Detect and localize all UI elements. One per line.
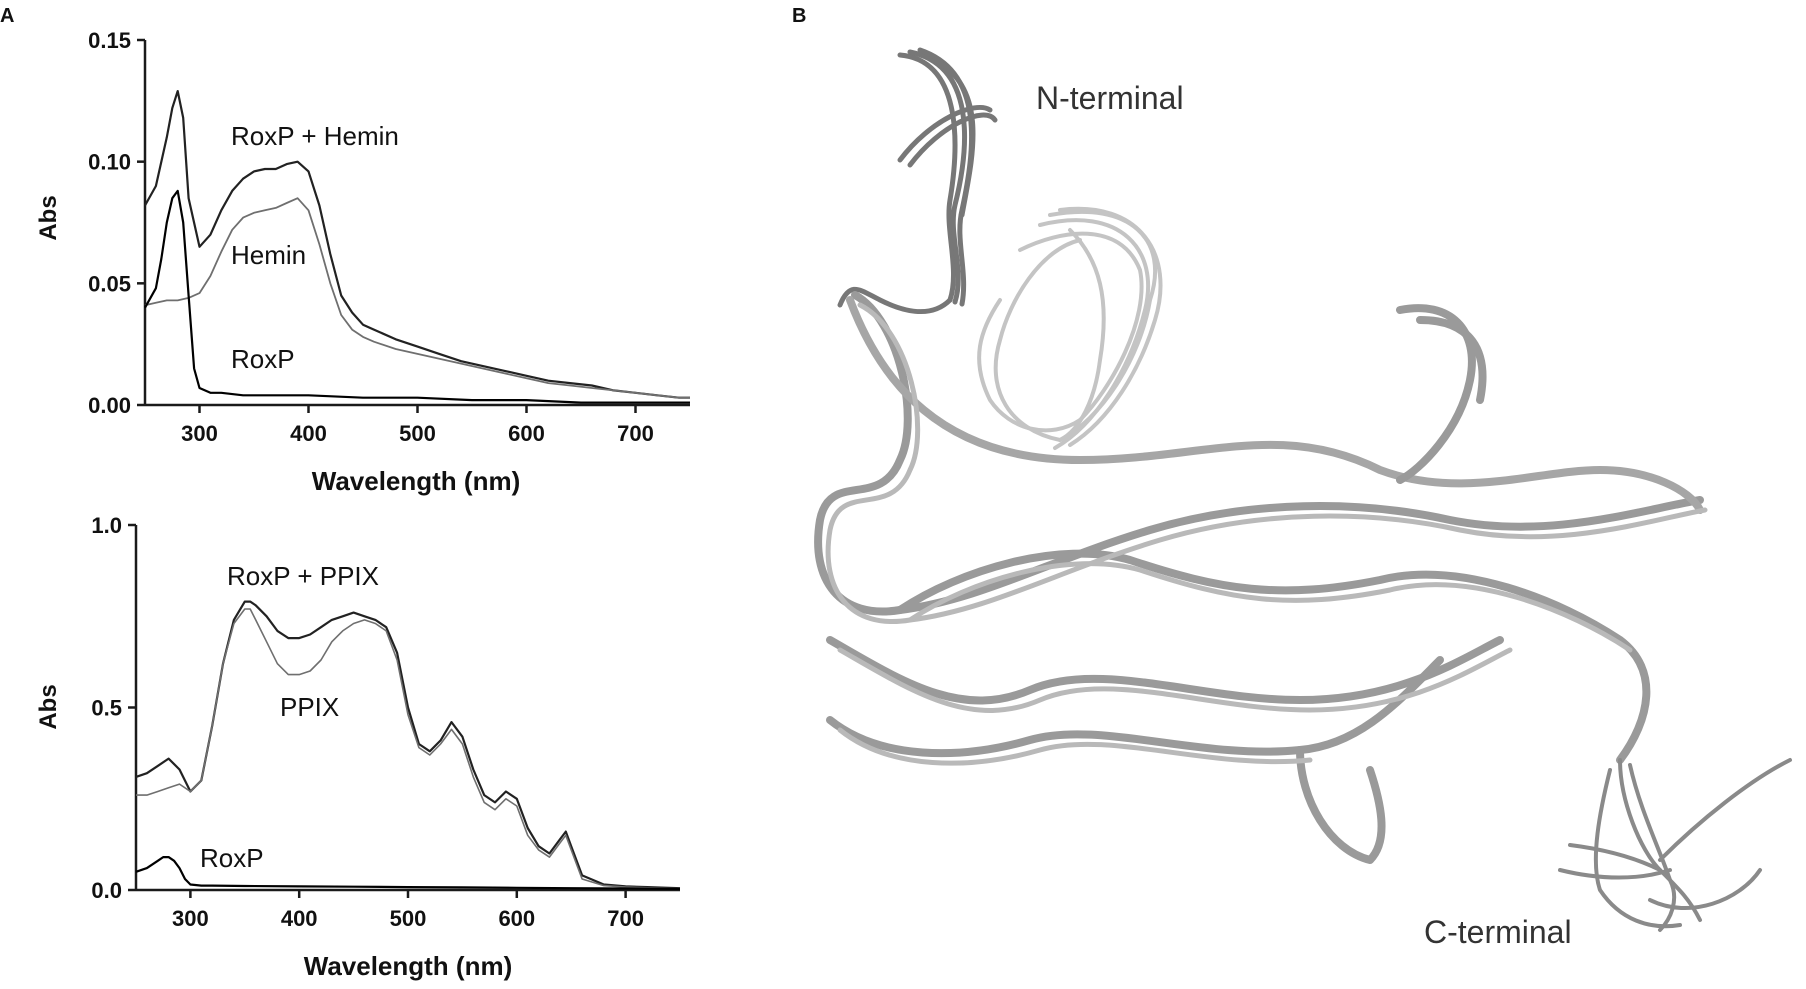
series-line-1-2 — [144, 197, 690, 399]
x-tick-label: 400 — [290, 421, 327, 446]
series-label-roxp-bottom: RoxP — [200, 843, 264, 873]
panel-label-a: A — [0, 5, 14, 27]
series-line-2-3 — [135, 856, 681, 890]
y-tick-label: 0.15 — [88, 28, 131, 53]
x-tick-label: 700 — [617, 421, 654, 446]
loop-cluster — [977, 206, 1163, 450]
x-tick-label: 600 — [508, 421, 545, 446]
series-line-2-2 — [136, 608, 681, 890]
protein-structure-ensemble: N-terminal C-terminal — [814, 47, 1792, 950]
y-tick-label: 0.5 — [91, 696, 122, 721]
n-terminal-strands — [837, 47, 998, 315]
x-tick-label: 700 — [607, 906, 644, 931]
x-tick-label: 400 — [281, 906, 318, 931]
plot-area-hemin: 300 400 500 600 700 0.00 0.05 0.10 0.15 — [88, 28, 690, 446]
x-axis-label-ppix: Wavelength (nm) — [304, 951, 512, 981]
c-terminal-strands — [1558, 758, 1792, 932]
chart-hemin-spectra: 300 400 500 600 700 0.00 0.05 0.10 0.15 Abs Wave… — [35, 28, 690, 496]
series-label-hemin: Hemin — [231, 240, 306, 270]
series-label-ppix: PPIX — [280, 692, 339, 722]
series-label-roxp-hemin: RoxP + Hemin — [231, 121, 399, 151]
c-terminal-label: C-terminal — [1424, 914, 1572, 950]
x-tick-label: 300 — [172, 906, 209, 931]
chart-ppix-spectra: 300 400 500 600 700 0.0 0.5 1.0 Abs Wavelength … — [35, 513, 681, 981]
x-tick-label: 500 — [399, 421, 436, 446]
y-axis-label-hemin: Abs — [35, 195, 62, 240]
n-terminal-label: N-terminal — [1036, 80, 1184, 116]
beta-sheet-shadow — [825, 302, 1708, 766]
beta-sheet-strands — [814, 291, 1704, 864]
x-tick-label: 300 — [181, 421, 218, 446]
panel-label-b: B — [792, 5, 806, 27]
y-tick-label: 0.0 — [91, 878, 122, 903]
x-tick-label: 600 — [498, 906, 535, 931]
y-tick-label: 0.05 — [88, 271, 131, 296]
x-tick-label: 500 — [390, 906, 427, 931]
y-tick-label: 1.0 — [91, 513, 122, 538]
y-tick-label: 0.00 — [88, 393, 131, 418]
series-label-roxp-top: RoxP — [231, 344, 295, 374]
y-tick-label: 0.10 — [88, 150, 131, 175]
series-line-1-1 — [144, 90, 690, 399]
series-line-1-3 — [144, 189, 690, 404]
plot-area-ppix: 300 400 500 600 700 0.0 0.5 1.0 — [91, 513, 681, 931]
y-axis-label-ppix: Abs — [35, 684, 62, 729]
series-label-roxp-ppix: RoxP + PPIX — [227, 561, 379, 591]
x-axis-label-hemin: Wavelength (nm) — [312, 466, 520, 496]
